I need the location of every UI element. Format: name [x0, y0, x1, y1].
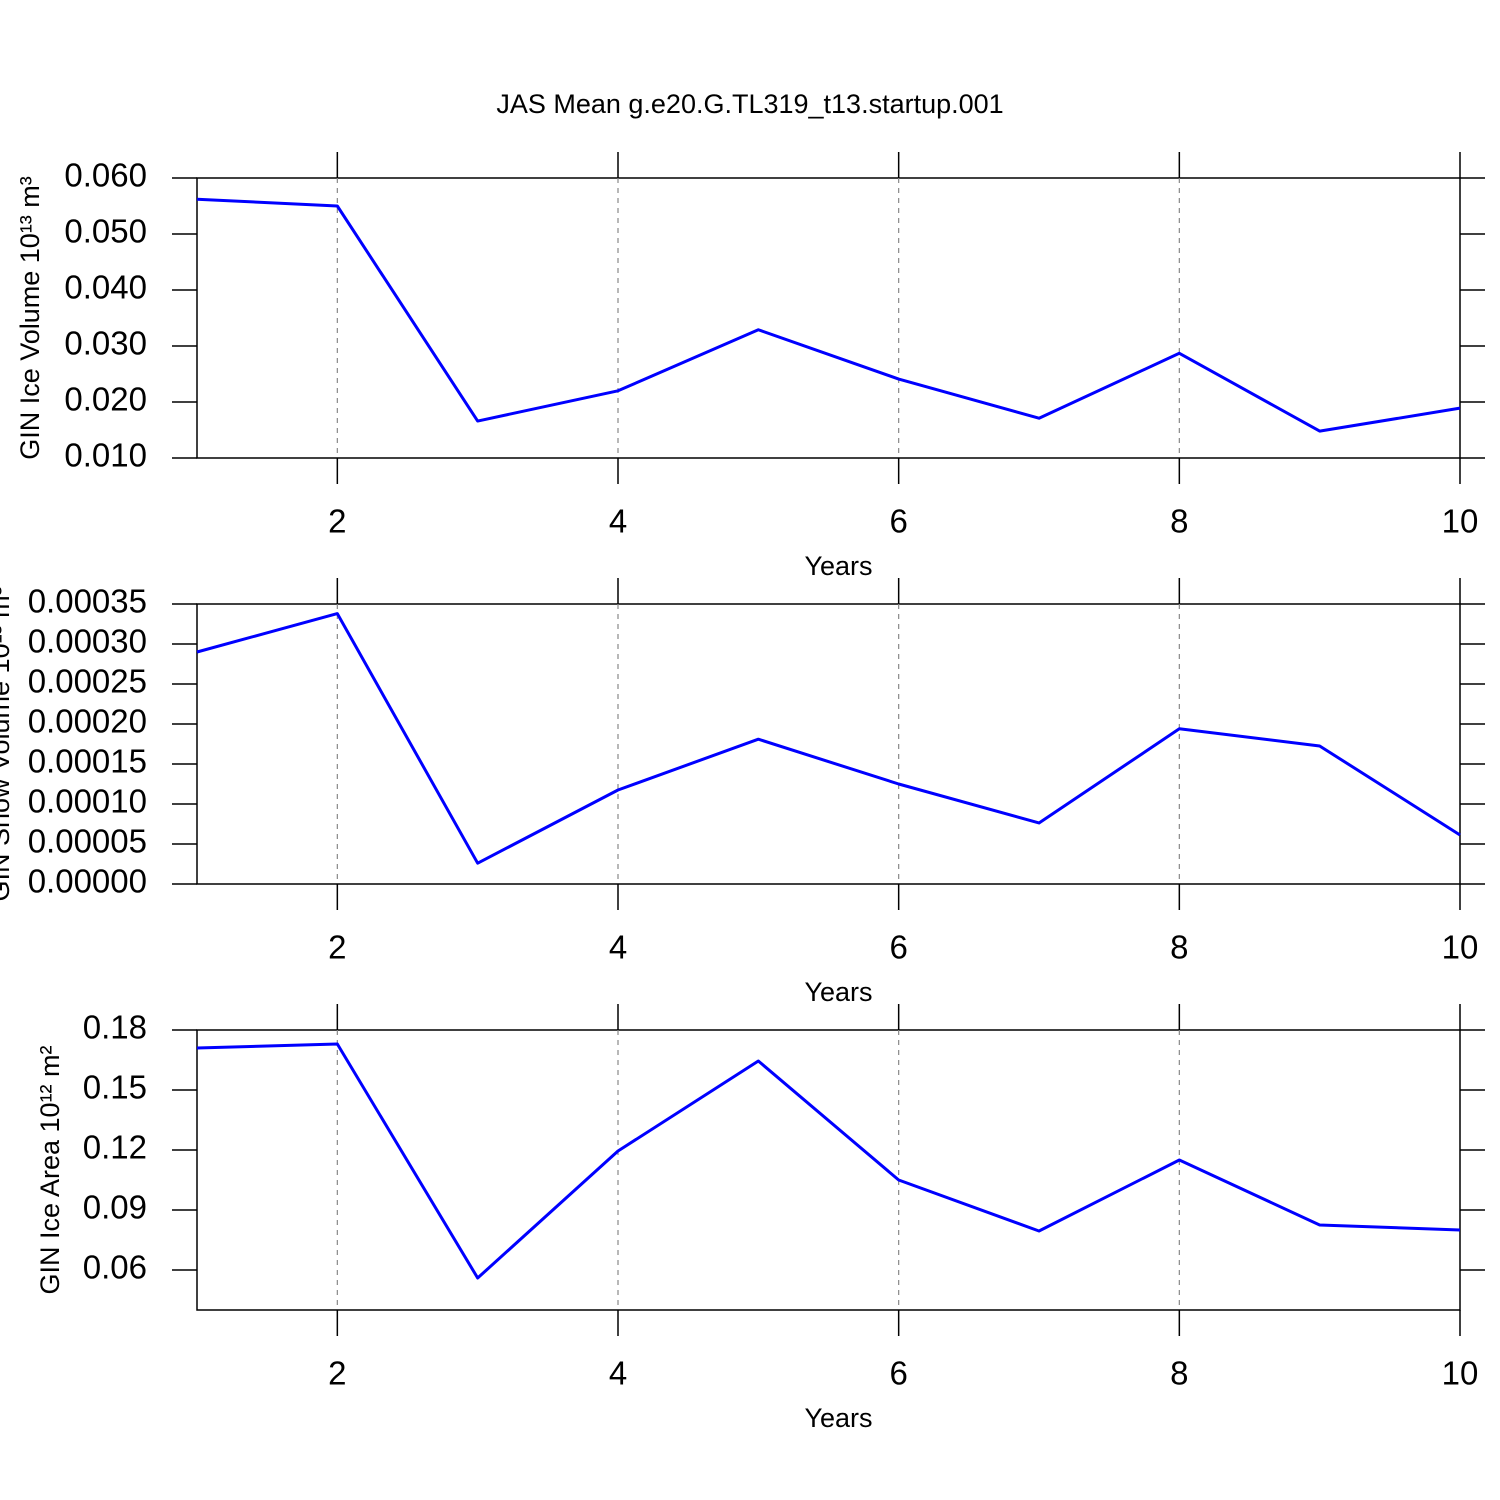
x-tick-label: 8 [1170, 503, 1188, 540]
x-tick-label: 2 [328, 503, 346, 540]
x-tick-label: 8 [1170, 1355, 1188, 1392]
y-tick-label: 0.00005 [28, 823, 147, 860]
data-line [196, 197, 1461, 433]
y-tick-label: 0.12 [83, 1129, 147, 1166]
y-tick-label: 0.18 [83, 1009, 147, 1046]
y-tick-label: 0.15 [83, 1069, 147, 1106]
plot-frame [196, 1029, 1461, 1311]
y-tick-label: 0.00035 [28, 583, 147, 620]
y-tick-label: 0.030 [64, 325, 147, 362]
x-tick-label: 6 [889, 929, 907, 966]
x-axis-label: Years [804, 551, 872, 581]
x-tick-label: 2 [328, 1355, 346, 1392]
y-tick-label: 0.00025 [28, 663, 147, 700]
y-tick-label: 0.050 [64, 213, 147, 250]
data-line [196, 1042, 1461, 1280]
x-tick-label: 10 [1442, 929, 1479, 966]
x-tick-label: 4 [609, 1355, 627, 1392]
x-tick-label: 6 [889, 1355, 907, 1392]
y-tick-label: 0.09 [83, 1189, 147, 1226]
y-axis-label: GIN Ice Volume 10¹³ m³ [15, 176, 45, 460]
y-tick-label: 0.060 [64, 157, 147, 194]
x-tick-label: 10 [1442, 1355, 1479, 1392]
y-tick-label: 0.00010 [28, 783, 147, 820]
y-tick-label: 0.00015 [28, 743, 147, 780]
figure-title: JAS Mean g.e20.G.TL319_t13.startup.001 [496, 89, 1003, 119]
data-line [196, 612, 1461, 865]
y-tick-label: 0.00000 [28, 863, 147, 900]
y-tick-label: 0.010 [64, 437, 147, 474]
x-tick-label: 4 [609, 929, 627, 966]
x-tick-label: 6 [889, 503, 907, 540]
y-tick-label: 0.040 [64, 269, 147, 306]
y-tick-label: 0.00030 [28, 623, 147, 660]
y-axis-label: GIN Ice Area 10¹² m² [35, 1045, 65, 1294]
x-tick-label: 4 [609, 503, 627, 540]
plot-frame [196, 603, 1461, 885]
y-tick-label: 0.06 [83, 1249, 147, 1286]
x-axis-label: Years [804, 1403, 872, 1433]
x-tick-label: 8 [1170, 929, 1188, 966]
plot-frame [196, 177, 1461, 459]
y-tick-label: 0.020 [64, 381, 147, 418]
x-axis-label: Years [804, 977, 872, 1007]
y-axis-label: GIN Snow Volume 10¹³ m³ [0, 586, 15, 901]
x-tick-label: 2 [328, 929, 346, 966]
x-tick-label: 10 [1442, 503, 1479, 540]
y-tick-label: 0.00020 [28, 703, 147, 740]
